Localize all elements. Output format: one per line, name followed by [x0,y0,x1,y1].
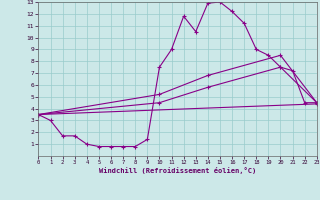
X-axis label: Windchill (Refroidissement éolien,°C): Windchill (Refroidissement éolien,°C) [99,167,256,174]
